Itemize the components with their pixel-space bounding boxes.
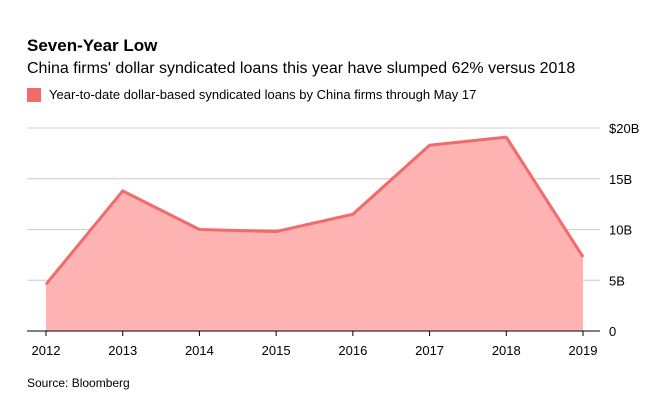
- x-tick-label-2017: 2017: [415, 343, 444, 358]
- source-note: Source: Bloomberg: [27, 376, 130, 390]
- x-tick-label-2019: 2019: [569, 343, 598, 358]
- series-line: [44, 135, 585, 286]
- y-tick-label-10: 10B: [609, 223, 632, 238]
- x-tick-label-2013: 2013: [108, 343, 137, 358]
- y-tick-label-5: 5B: [609, 273, 625, 288]
- chart-title: Seven-Year Low: [27, 36, 158, 55]
- x-tick-label-2016: 2016: [338, 343, 367, 358]
- series-area: [46, 137, 583, 331]
- x-tick-label-2012: 2012: [32, 343, 61, 358]
- legend-swatch: [27, 87, 41, 102]
- legend-label: Year-to-date dollar-based syndicated loa…: [49, 87, 477, 102]
- chart-subtitle: China firms' dollar syndicated loans thi…: [27, 60, 576, 77]
- y-tick-label-15: 15B: [609, 172, 632, 187]
- x-tick-label-2015: 2015: [262, 343, 291, 358]
- legend: Year-to-date dollar-based syndicated loa…: [27, 87, 476, 102]
- y-tick-label-20: $20B: [609, 121, 639, 136]
- x-tick-label-2018: 2018: [492, 343, 521, 358]
- x-tick-label-2014: 2014: [185, 343, 214, 358]
- y-tick-label-0: 0: [609, 324, 616, 339]
